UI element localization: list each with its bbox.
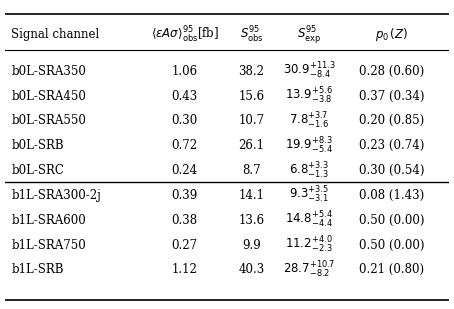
- Text: 0.20 (0.85): 0.20 (0.85): [359, 114, 424, 127]
- Text: Signal channel: Signal channel: [11, 28, 99, 41]
- Text: 1.12: 1.12: [172, 263, 197, 276]
- Text: 26.1: 26.1: [238, 139, 265, 152]
- Text: b1L-SRA600: b1L-SRA600: [11, 214, 86, 227]
- Text: $30.9^{+11.3}_{-8.4}$: $30.9^{+11.3}_{-8.4}$: [283, 61, 336, 81]
- Text: b1L-SRA750: b1L-SRA750: [11, 239, 86, 252]
- Text: $\langle\epsilon A\sigma\rangle^{95}_{\mathrm{obs}}$[fb]: $\langle\epsilon A\sigma\rangle^{95}_{\m…: [151, 25, 219, 45]
- Text: 15.6: 15.6: [238, 90, 265, 103]
- Text: $p_0\,(Z)$: $p_0\,(Z)$: [375, 26, 408, 43]
- Text: 0.37 (0.34): 0.37 (0.34): [359, 90, 424, 103]
- Text: b1L-SRA300-2j: b1L-SRA300-2j: [11, 189, 101, 202]
- Text: $28.7^{+10.7}_{-8.2}$: $28.7^{+10.7}_{-8.2}$: [283, 260, 336, 280]
- Text: 0.24: 0.24: [172, 164, 198, 177]
- Text: 8.7: 8.7: [242, 164, 261, 177]
- Text: $14.8^{+5.4}_{-4.4}$: $14.8^{+5.4}_{-4.4}$: [286, 210, 333, 230]
- Text: 10.7: 10.7: [238, 114, 265, 127]
- Text: $7.8^{+3.7}_{-1.6}$: $7.8^{+3.7}_{-1.6}$: [289, 111, 330, 131]
- Text: 0.38: 0.38: [172, 214, 198, 227]
- Text: 38.2: 38.2: [238, 65, 265, 78]
- Text: $9.3^{+3.5}_{-3.1}$: $9.3^{+3.5}_{-3.1}$: [289, 185, 329, 205]
- Text: 0.08 (1.43): 0.08 (1.43): [359, 189, 424, 202]
- Text: 0.30 (0.54): 0.30 (0.54): [359, 164, 424, 177]
- Text: 0.21 (0.80): 0.21 (0.80): [359, 263, 424, 276]
- Text: 9.9: 9.9: [242, 239, 261, 252]
- Text: 0.43: 0.43: [172, 90, 198, 103]
- Text: $19.9^{+8.3}_{-5.4}$: $19.9^{+8.3}_{-5.4}$: [286, 136, 333, 156]
- Text: $6.8^{+3.3}_{-1.3}$: $6.8^{+3.3}_{-1.3}$: [289, 160, 329, 180]
- Text: 0.50 (0.00): 0.50 (0.00): [359, 239, 424, 252]
- Text: b0L-SRB: b0L-SRB: [11, 139, 64, 152]
- Text: 0.28 (0.60): 0.28 (0.60): [359, 65, 424, 78]
- Text: 14.1: 14.1: [238, 189, 265, 202]
- Text: 0.39: 0.39: [172, 189, 198, 202]
- Text: $13.9^{+5.6}_{-3.8}$: $13.9^{+5.6}_{-3.8}$: [286, 86, 333, 106]
- Text: b0L-SRA550: b0L-SRA550: [11, 114, 86, 127]
- Text: $11.2^{+4.0}_{-2.3}$: $11.2^{+4.0}_{-2.3}$: [286, 235, 333, 255]
- Text: b0L-SRC: b0L-SRC: [11, 164, 64, 177]
- Text: 0.50 (0.00): 0.50 (0.00): [359, 214, 424, 227]
- Text: 13.6: 13.6: [238, 214, 265, 227]
- Text: 0.27: 0.27: [172, 239, 198, 252]
- Text: $S^{95}_{\mathrm{exp}}$: $S^{95}_{\mathrm{exp}}$: [297, 24, 321, 46]
- Text: 40.3: 40.3: [238, 263, 265, 276]
- Text: 0.23 (0.74): 0.23 (0.74): [359, 139, 424, 152]
- Text: b0L-SRA350: b0L-SRA350: [11, 65, 86, 78]
- Text: 1.06: 1.06: [172, 65, 198, 78]
- Text: 0.72: 0.72: [172, 139, 198, 152]
- Text: b0L-SRA450: b0L-SRA450: [11, 90, 86, 103]
- Text: b1L-SRB: b1L-SRB: [11, 263, 64, 276]
- Text: $S^{95}_{\mathrm{obs}}$: $S^{95}_{\mathrm{obs}}$: [240, 25, 263, 45]
- Text: 0.30: 0.30: [172, 114, 198, 127]
